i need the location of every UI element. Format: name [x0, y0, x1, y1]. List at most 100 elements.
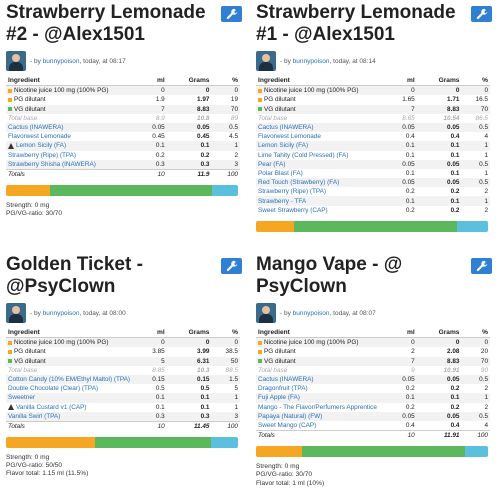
ingredient-cell[interactable]: Cactus (INAWERA) — [256, 374, 387, 385]
edit-recipe-button[interactable] — [221, 6, 242, 22]
percent-cell: 0 — [211, 85, 240, 96]
by-label: by — [33, 309, 41, 317]
author-link[interactable]: bunnypoison — [292, 57, 330, 65]
timestamp: , today, at 08:07 — [329, 309, 376, 317]
author-line: - by bunnypoison, today, at 08:17 — [30, 57, 126, 65]
ingredient-cell[interactable]: Cotton Candy (10% EM/Ethyl Maltol) (TPA) — [6, 374, 137, 385]
table-row: Cactus (INAWERA) 0.05 0.05 0.5 — [6, 122, 240, 133]
ingredient-name: Total base — [258, 366, 288, 374]
ingredient-cell[interactable]: Strawberry (Ripe) (TPA) — [256, 187, 386, 196]
ingredient-cell[interactable]: Lemon Sicily (FA) — [256, 141, 387, 151]
composition-bar — [256, 220, 488, 232]
percent-cell: 0.5 — [461, 411, 490, 421]
avatar[interactable] — [256, 303, 276, 323]
grams-cell: 0.1 — [200, 403, 210, 411]
ingredient-name: Nicotine juice 100 mg (100% PG) — [264, 87, 359, 95]
ml-cell: 10 — [386, 430, 417, 441]
recipe-meta: - by bunnypoison, today, at 08:00 — [6, 302, 244, 324]
pg-bar-segment — [6, 185, 51, 197]
summary-line: PG/VG-ratio: 50/50 — [6, 462, 63, 470]
edit-recipe-button[interactable] — [221, 258, 242, 274]
ingredient-cell[interactable]: Papaya (Natural) (FW) — [256, 411, 387, 421]
summary-line: Strength: 0 mg — [256, 463, 300, 471]
ingredient-cell[interactable]: Mango - The Flavor/Perfumers Apprentice — [256, 403, 386, 412]
table-row: Polar Blast (FA) 0.1 0.1 1 — [256, 169, 490, 178]
grams-header: Grams — [416, 76, 462, 87]
percent-cell: 1 — [461, 196, 490, 206]
recipe-title[interactable]: Strawberry Lemonade #2 - @Alex1501 — [6, 2, 206, 45]
percent-cell: 70 — [211, 104, 240, 114]
ingredient-cell[interactable]: Dragonfruit (TPA) — [256, 384, 386, 393]
grams-cell: 8.83 — [416, 104, 462, 114]
grams-header: Grams — [166, 328, 212, 339]
ingredient-name: Sweet Mango (CAP) — [258, 421, 317, 429]
ingredient-cell[interactable]: Strawberry (Ripe) (TPA) — [6, 151, 136, 160]
ingredient-name: Vanilla Swirl (TPA) — [8, 412, 61, 420]
ml-cell: 3.85 — [152, 348, 165, 356]
avatar[interactable] — [6, 303, 26, 323]
ingredient-cell[interactable]: Cactus (INAWERA) — [6, 122, 137, 133]
avatar[interactable] — [6, 51, 26, 71]
percent-cell: 3 — [211, 411, 240, 422]
ingredient-cell[interactable]: Lemon Sicily (FA) — [6, 141, 137, 151]
ingredient-cell[interactable]: Flavorwest Lemonade — [6, 132, 136, 141]
ingredient-cell[interactable]: Fuji Apple (FA) — [256, 393, 387, 403]
percent-cell: 2 — [484, 385, 488, 393]
ingredient-cell[interactable]: Sweetner — [6, 393, 137, 403]
table-row: Total base 9 10.91 90 — [256, 366, 490, 375]
table-row: Nicotine juice 100 mg (100% PG) 0 0 0 — [256, 85, 490, 96]
ml-cell: 0.3 — [136, 411, 167, 422]
grams-cell: 0 — [416, 337, 462, 348]
table-row: Nicotine juice 100 mg (100% PG) 0 0 0 — [256, 337, 490, 348]
ml-cell: 0.05 — [386, 374, 417, 385]
table-row: Vanilla Custard v1 (CAP) 0.1 0.1 1 — [6, 403, 240, 412]
ingredient-cell[interactable]: Sweet Mango (CAP) — [256, 421, 386, 431]
recipe-title[interactable]: Strawberry Lemonade #1 - @Alex1501 — [256, 2, 456, 45]
edit-recipe-button[interactable] — [471, 6, 492, 22]
recipe-title[interactable]: Golden Ticket - @PsyClown — [6, 254, 143, 297]
ingredient-cell[interactable]: Lime Tahity (Cold Pressed) (FA) — [256, 151, 386, 160]
ingredient-cell[interactable]: Red Touch (Strawberry) (FA) — [256, 178, 387, 188]
ml-cell: 1.65 — [402, 96, 415, 104]
grams-cell: 10.91 — [443, 366, 460, 374]
ingredient-cell[interactable]: Strawberry Shisha (INAWERA) — [6, 159, 137, 170]
ingredient-cell[interactable]: Pear (FA) — [256, 159, 387, 169]
ingredient-name: Lemon Sicily (FA) — [258, 142, 309, 150]
ingredient-cell: Nicotine juice 100 mg (100% PG) — [6, 337, 137, 348]
grams-cell: 0.1 — [450, 151, 460, 159]
edit-recipe-button[interactable] — [471, 258, 492, 274]
author-link[interactable]: bunnypoison — [42, 309, 80, 317]
ingredient-name: PG dilutant — [264, 348, 296, 356]
ingredient-cell[interactable]: Vanilla Custard v1 (CAP) — [6, 403, 136, 412]
ingredient-cell[interactable]: Flavorwest Lemonade — [256, 132, 386, 141]
ingredient-cell[interactable]: Strawberry - TFA — [256, 196, 387, 206]
ml-cell: 0.4 — [405, 421, 415, 429]
ingredient-name: Polar Blast (FA) — [258, 169, 303, 177]
ml-cell: 0.2 — [155, 151, 165, 159]
ingredient-cell: VG dilutant — [6, 104, 137, 114]
ingredient-name: VG dilutant — [264, 357, 296, 365]
table-header-row: Ingredient ml Grams% — [256, 328, 490, 339]
ml-cell: 0.1 — [386, 141, 417, 151]
ingredient-header: Ingredient — [6, 328, 137, 339]
ingredient-cell[interactable]: Double Chocolate (Clear) (TPA) — [6, 384, 136, 393]
author-link[interactable]: bunnypoison — [42, 57, 80, 65]
ingredient-table: Ingredient ml Grams% Nicotine juice 100 mg … — [6, 328, 240, 432]
ingredient-cell[interactable]: Sweet Strawberry (CAP) — [256, 206, 386, 215]
author-link[interactable]: bunnypoison — [292, 309, 330, 317]
percent-cell: 3 — [211, 159, 240, 170]
avatar[interactable] — [256, 51, 276, 71]
percent-header: % — [211, 76, 240, 87]
table-row: PG dilutant 2 2.08 20 — [256, 347, 490, 356]
ingredient-cell[interactable]: Vanilla Swirl (TPA) — [6, 411, 137, 422]
ingredient-name: Flavorwest Lemonade — [258, 133, 321, 141]
timestamp: , today, at 08:17 — [79, 57, 126, 65]
table-row: Dragonfruit (TPA) 0.2 0.2 2 — [256, 384, 490, 393]
ml-cell: 0.1 — [136, 141, 167, 151]
percent-cell: 0.5 — [461, 159, 490, 169]
recipe-title[interactable]: Mango Vape - @ PsyClown — [256, 254, 403, 297]
ingredient-cell[interactable]: Cactus (INAWERA) — [256, 122, 387, 133]
ml-cell: 8.65 — [402, 114, 415, 122]
author-line: - by bunnypoison, today, at 08:00 — [30, 309, 126, 317]
ingredient-cell[interactable]: Polar Blast (FA) — [256, 169, 386, 178]
